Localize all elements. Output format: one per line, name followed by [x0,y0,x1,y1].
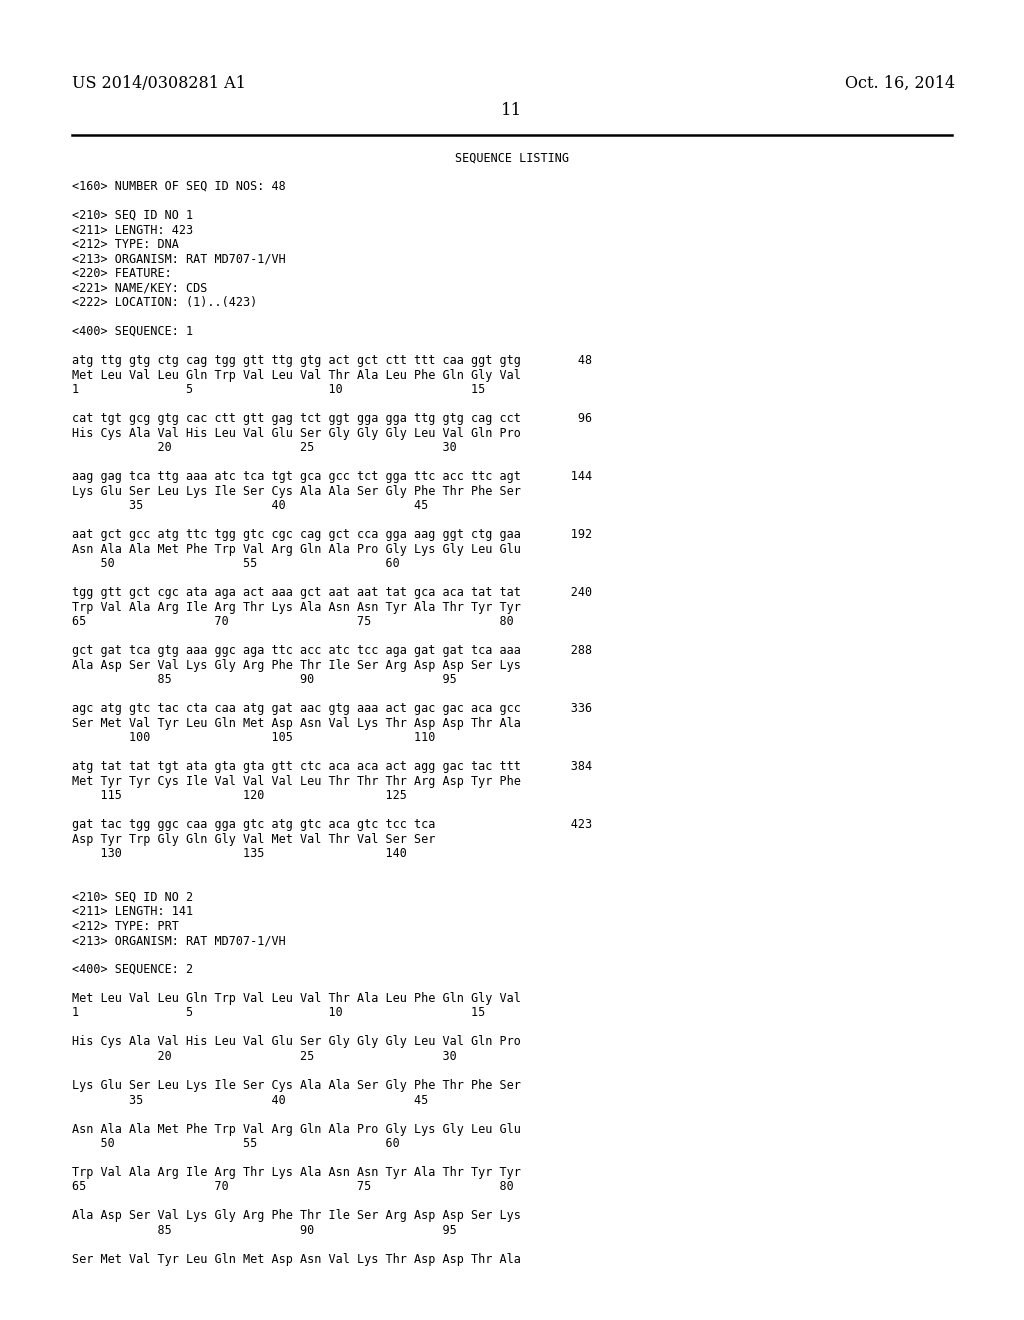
Text: gct gat tca gtg aaa ggc aga ttc acc atc tcc aga gat gat tca aaa       288: gct gat tca gtg aaa ggc aga ttc acc atc … [72,644,592,657]
Text: His Cys Ala Val His Leu Val Glu Ser Gly Gly Gly Leu Val Gln Pro: His Cys Ala Val His Leu Val Glu Ser Gly … [72,1035,521,1048]
Text: <210> SEQ ID NO 1: <210> SEQ ID NO 1 [72,209,194,222]
Text: Trp Val Ala Arg Ile Arg Thr Lys Ala Asn Asn Tyr Ala Thr Tyr Tyr: Trp Val Ala Arg Ile Arg Thr Lys Ala Asn … [72,601,521,614]
Text: Oct. 16, 2014: Oct. 16, 2014 [845,75,955,92]
Text: Lys Glu Ser Leu Lys Ile Ser Cys Ala Ala Ser Gly Phe Thr Phe Ser: Lys Glu Ser Leu Lys Ile Ser Cys Ala Ala … [72,484,521,498]
Text: <212> TYPE: PRT: <212> TYPE: PRT [72,920,179,932]
Text: aat gct gcc atg ttc tgg gtc cgc cag gct cca gga aag ggt ctg gaa       192: aat gct gcc atg ttc tgg gtc cgc cag gct … [72,528,592,541]
Text: Asn Ala Ala Met Phe Trp Val Arg Gln Ala Pro Gly Lys Gly Leu Glu: Asn Ala Ala Met Phe Trp Val Arg Gln Ala … [72,1122,521,1135]
Text: Met Leu Val Leu Gln Trp Val Leu Val Thr Ala Leu Phe Gln Gly Val: Met Leu Val Leu Gln Trp Val Leu Val Thr … [72,368,521,381]
Text: 20                  25                  30: 20 25 30 [72,1049,457,1063]
Text: Asp Tyr Trp Gly Gln Gly Val Met Val Thr Val Ser Ser: Asp Tyr Trp Gly Gln Gly Val Met Val Thr … [72,833,435,846]
Text: 100                 105                 110: 100 105 110 [72,731,435,744]
Text: <222> LOCATION: (1)..(423): <222> LOCATION: (1)..(423) [72,296,257,309]
Text: Ala Asp Ser Val Lys Gly Arg Phe Thr Ile Ser Arg Asp Asp Ser Lys: Ala Asp Ser Val Lys Gly Arg Phe Thr Ile … [72,659,521,672]
Text: 1               5                   10                  15: 1 5 10 15 [72,1006,485,1019]
Text: Ser Met Val Tyr Leu Gln Met Asp Asn Val Lys Thr Asp Asp Thr Ala: Ser Met Val Tyr Leu Gln Met Asp Asn Val … [72,1253,521,1266]
Text: Met Tyr Tyr Cys Ile Val Val Val Leu Thr Thr Thr Arg Asp Tyr Phe: Met Tyr Tyr Cys Ile Val Val Val Leu Thr … [72,775,521,788]
Text: 130                 135                 140: 130 135 140 [72,847,407,861]
Text: <211> LENGTH: 423: <211> LENGTH: 423 [72,223,194,236]
Text: 35                  40                  45: 35 40 45 [72,499,428,512]
Text: <221> NAME/KEY: CDS: <221> NAME/KEY: CDS [72,281,208,294]
Text: aag gag tca ttg aaa atc tca tgt gca gcc tct gga ttc acc ttc agt       144: aag gag tca ttg aaa atc tca tgt gca gcc … [72,470,592,483]
Text: cat tgt gcg gtg cac ctt gtt gag tct ggt gga gga ttg gtg cag cct        96: cat tgt gcg gtg cac ctt gtt gag tct ggt … [72,412,592,425]
Text: Asn Ala Ala Met Phe Trp Val Arg Gln Ala Pro Gly Lys Gly Leu Glu: Asn Ala Ala Met Phe Trp Val Arg Gln Ala … [72,543,521,556]
Text: US 2014/0308281 A1: US 2014/0308281 A1 [72,75,246,92]
Text: <213> ORGANISM: RAT MD707-1/VH: <213> ORGANISM: RAT MD707-1/VH [72,252,286,265]
Text: 115                 120                 125: 115 120 125 [72,789,407,803]
Text: 50                  55                  60: 50 55 60 [72,557,399,570]
Text: <212> TYPE: DNA: <212> TYPE: DNA [72,238,179,251]
Text: 1               5                   10                  15: 1 5 10 15 [72,383,485,396]
Text: <211> LENGTH: 141: <211> LENGTH: 141 [72,906,194,917]
Text: Lys Glu Ser Leu Lys Ile Ser Cys Ala Ala Ser Gly Phe Thr Phe Ser: Lys Glu Ser Leu Lys Ile Ser Cys Ala Ala … [72,1078,521,1092]
Text: <400> SEQUENCE: 1: <400> SEQUENCE: 1 [72,325,194,338]
Text: gat tac tgg ggc caa gga gtc atg gtc aca gtc tcc tca                   423: gat tac tgg ggc caa gga gtc atg gtc aca … [72,818,592,832]
Text: SEQUENCE LISTING: SEQUENCE LISTING [455,152,569,165]
Text: 50                  55                  60: 50 55 60 [72,1137,399,1150]
Text: 11: 11 [502,102,522,119]
Text: 65                  70                  75                  80: 65 70 75 80 [72,615,514,628]
Text: Met Leu Val Leu Gln Trp Val Leu Val Thr Ala Leu Phe Gln Gly Val: Met Leu Val Leu Gln Trp Val Leu Val Thr … [72,993,521,1005]
Text: His Cys Ala Val His Leu Val Glu Ser Gly Gly Gly Leu Val Gln Pro: His Cys Ala Val His Leu Val Glu Ser Gly … [72,426,521,440]
Text: Ala Asp Ser Val Lys Gly Arg Phe Thr Ile Ser Arg Asp Asp Ser Lys: Ala Asp Ser Val Lys Gly Arg Phe Thr Ile … [72,1209,521,1222]
Text: tgg gtt gct cgc ata aga act aaa gct aat aat tat gca aca tat tat       240: tgg gtt gct cgc ata aga act aaa gct aat … [72,586,592,599]
Text: <160> NUMBER OF SEQ ID NOS: 48: <160> NUMBER OF SEQ ID NOS: 48 [72,180,286,193]
Text: atg tat tat tgt ata gta gta gtt ctc aca aca act agg gac tac ttt       384: atg tat tat tgt ata gta gta gtt ctc aca … [72,760,592,774]
Text: 85                  90                  95: 85 90 95 [72,1224,457,1237]
Text: <220> FEATURE:: <220> FEATURE: [72,267,172,280]
Text: 35                  40                  45: 35 40 45 [72,1093,428,1106]
Text: 85                  90                  95: 85 90 95 [72,673,457,686]
Text: Ser Met Val Tyr Leu Gln Met Asp Asn Val Lys Thr Asp Asp Thr Ala: Ser Met Val Tyr Leu Gln Met Asp Asn Val … [72,717,521,730]
Text: 20                  25                  30: 20 25 30 [72,441,457,454]
Text: <213> ORGANISM: RAT MD707-1/VH: <213> ORGANISM: RAT MD707-1/VH [72,935,286,946]
Text: Trp Val Ala Arg Ile Arg Thr Lys Ala Asn Asn Tyr Ala Thr Tyr Tyr: Trp Val Ala Arg Ile Arg Thr Lys Ala Asn … [72,1166,521,1179]
Text: <210> SEQ ID NO 2: <210> SEQ ID NO 2 [72,891,194,903]
Text: 65                  70                  75                  80: 65 70 75 80 [72,1180,514,1193]
Text: atg ttg gtg ctg cag tgg gtt ttg gtg act gct ctt ttt caa ggt gtg        48: atg ttg gtg ctg cag tgg gtt ttg gtg act … [72,354,592,367]
Text: agc atg gtc tac cta caa atg gat aac gtg aaa act gac gac aca gcc       336: agc atg gtc tac cta caa atg gat aac gtg … [72,702,592,715]
Text: <400> SEQUENCE: 2: <400> SEQUENCE: 2 [72,964,194,975]
